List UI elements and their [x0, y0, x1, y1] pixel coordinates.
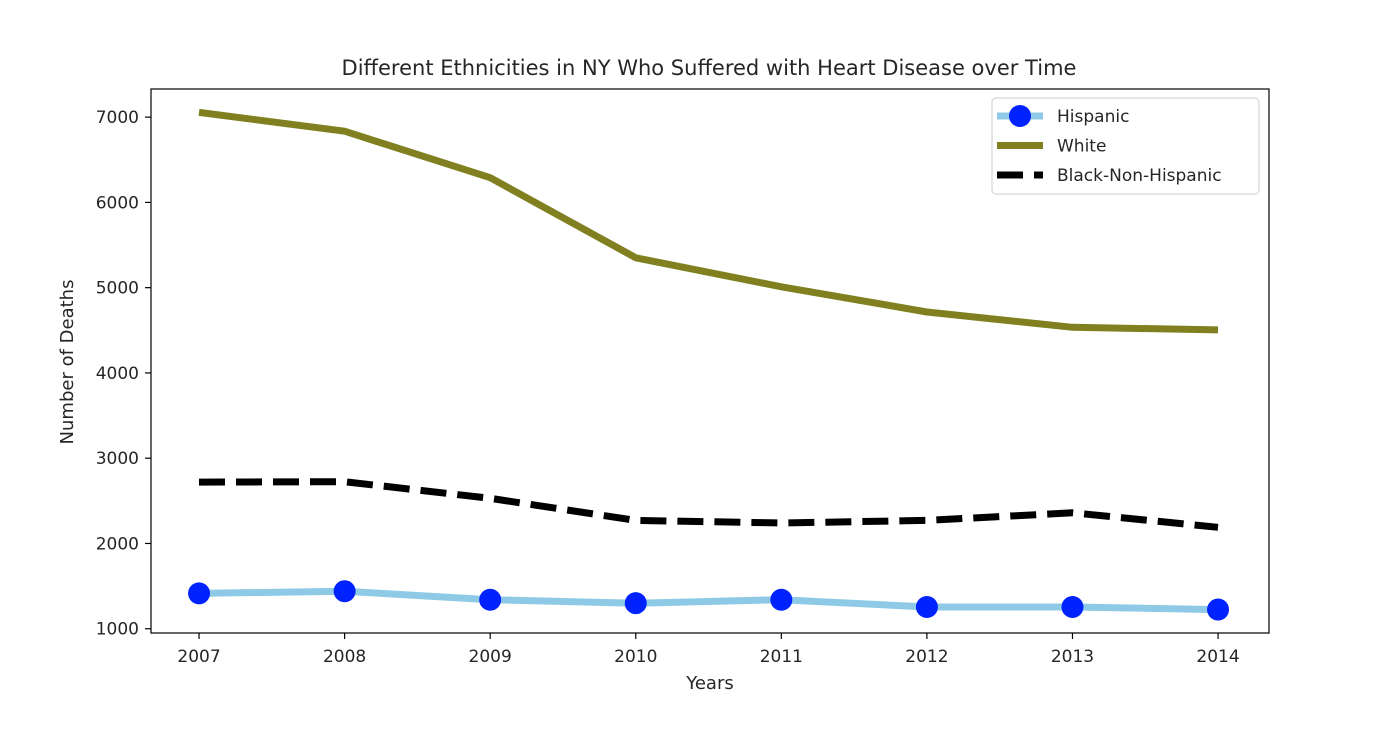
y-tick-label: 6000	[96, 193, 139, 213]
data-point-hispanic	[1207, 598, 1230, 621]
data-point-hispanic	[188, 582, 211, 605]
x-tick-label: 2014	[1196, 647, 1239, 667]
y-axis: 1000 2000 3000 4000 5000 6000 7000	[96, 108, 151, 640]
x-tick-label: 2013	[1051, 647, 1094, 667]
x-tick-label: 2008	[323, 647, 366, 667]
data-point-hispanic	[333, 580, 356, 603]
data-point-hispanic	[624, 592, 647, 615]
y-tick-label: 2000	[96, 534, 139, 554]
series-line-white	[198, 108, 1219, 334]
legend-marker-hispanic	[1009, 105, 1031, 127]
series-line-hispanic	[198, 587, 1219, 614]
x-tick-label: 2009	[469, 647, 512, 667]
plot-frame	[150, 88, 1270, 634]
x-tick-label: 2012	[905, 647, 948, 667]
chart-title: Different Ethnicities in NY Who Suffered…	[342, 56, 1077, 80]
y-tick-label: 4000	[96, 364, 139, 384]
series-line-black-non-hispanic	[198, 478, 1219, 531]
legend-label-black-non-hispanic: Black-Non-Hispanic	[1057, 166, 1222, 186]
y-tick-label: 5000	[96, 279, 139, 299]
data-point-hispanic	[770, 588, 793, 611]
y-tick-label: 7000	[96, 108, 139, 128]
x-tick-label: 2007	[177, 647, 220, 667]
legend: Hispanic White Black-Non-Hispanic	[991, 97, 1260, 195]
x-tick-label: 2010	[614, 647, 657, 667]
y-axis-label: Number of Deaths	[57, 280, 78, 445]
y-tick-label: 3000	[96, 449, 139, 469]
legend-box	[991, 97, 1260, 195]
y-tick-label: 1000	[96, 620, 139, 640]
x-tick-label: 2011	[760, 647, 803, 667]
legend-label-white: White	[1057, 137, 1106, 157]
x-axis: 2007 2008 2009 2010 2011 2012 2013 2014	[177, 633, 1240, 667]
data-point-hispanic	[915, 595, 938, 618]
data-point-hispanic	[479, 588, 502, 611]
data-point-hispanic	[1061, 595, 1084, 618]
x-axis-label: Years	[685, 673, 734, 694]
legend-label-hispanic: Hispanic	[1057, 107, 1129, 127]
